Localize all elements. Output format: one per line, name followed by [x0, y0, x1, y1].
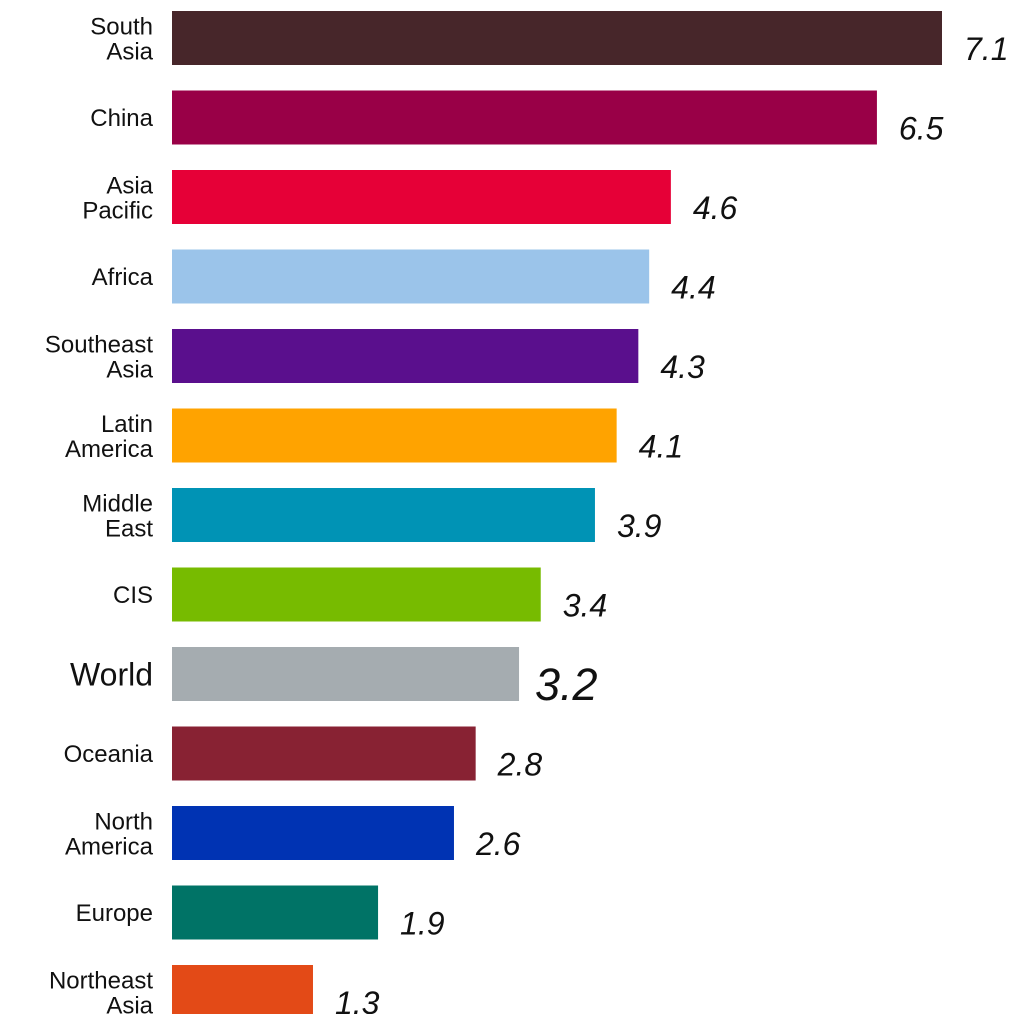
bar-southeast-asia — [172, 329, 639, 383]
bar-north-america — [172, 806, 454, 860]
category-label-south-asia: South Asia — [90, 14, 153, 66]
bar-world — [172, 647, 520, 701]
bar-asia-pacific — [172, 170, 671, 224]
category-label-asia-pacific: Asia Pacific — [82, 173, 153, 225]
value-label-north-america: 2.6 — [475, 826, 521, 862]
category-label-southeast-asia: Southeast Asia — [45, 332, 154, 384]
category-label-northeast-asia: Northeast Asia — [49, 968, 154, 1014]
bar-northeast-asia — [172, 965, 313, 1014]
category-label-north-america: North America — [65, 809, 154, 861]
bar-europe — [172, 885, 379, 940]
category-label-latin-america: Latin America — [65, 411, 154, 463]
value-label-world: 3.2 — [535, 659, 598, 710]
category-label-china: China — [90, 105, 153, 132]
value-label-africa: 4.4 — [671, 270, 715, 306]
category-label-world: World — [70, 657, 153, 693]
category-label-africa: Africa — [92, 264, 154, 291]
value-label-cis: 3.4 — [563, 588, 607, 624]
value-label-asia-pacific: 4.6 — [693, 190, 738, 226]
bar-cis — [172, 567, 541, 622]
bar-china — [172, 90, 877, 145]
bar-middle-east — [172, 488, 595, 542]
bar-africa — [172, 249, 650, 304]
category-label-oceania: Oceania — [64, 741, 154, 768]
category-label-cis: CIS — [113, 582, 153, 609]
bar-oceania — [172, 726, 476, 781]
value-label-middle-east: 3.9 — [617, 508, 662, 544]
value-label-oceania: 2.8 — [497, 747, 543, 783]
value-label-latin-america: 4.1 — [639, 429, 683, 465]
category-label-middle-east: Middle East — [82, 491, 153, 543]
category-label-europe: Europe — [76, 900, 153, 927]
value-label-europe: 1.9 — [400, 906, 445, 942]
bar-south-asia — [172, 11, 942, 65]
value-label-northeast-asia: 1.3 — [335, 985, 380, 1014]
bar-latin-america — [172, 408, 617, 463]
value-label-southeast-asia: 4.3 — [660, 349, 705, 385]
value-label-south-asia: 7.1 — [964, 31, 1008, 67]
value-label-china: 6.5 — [899, 111, 944, 147]
